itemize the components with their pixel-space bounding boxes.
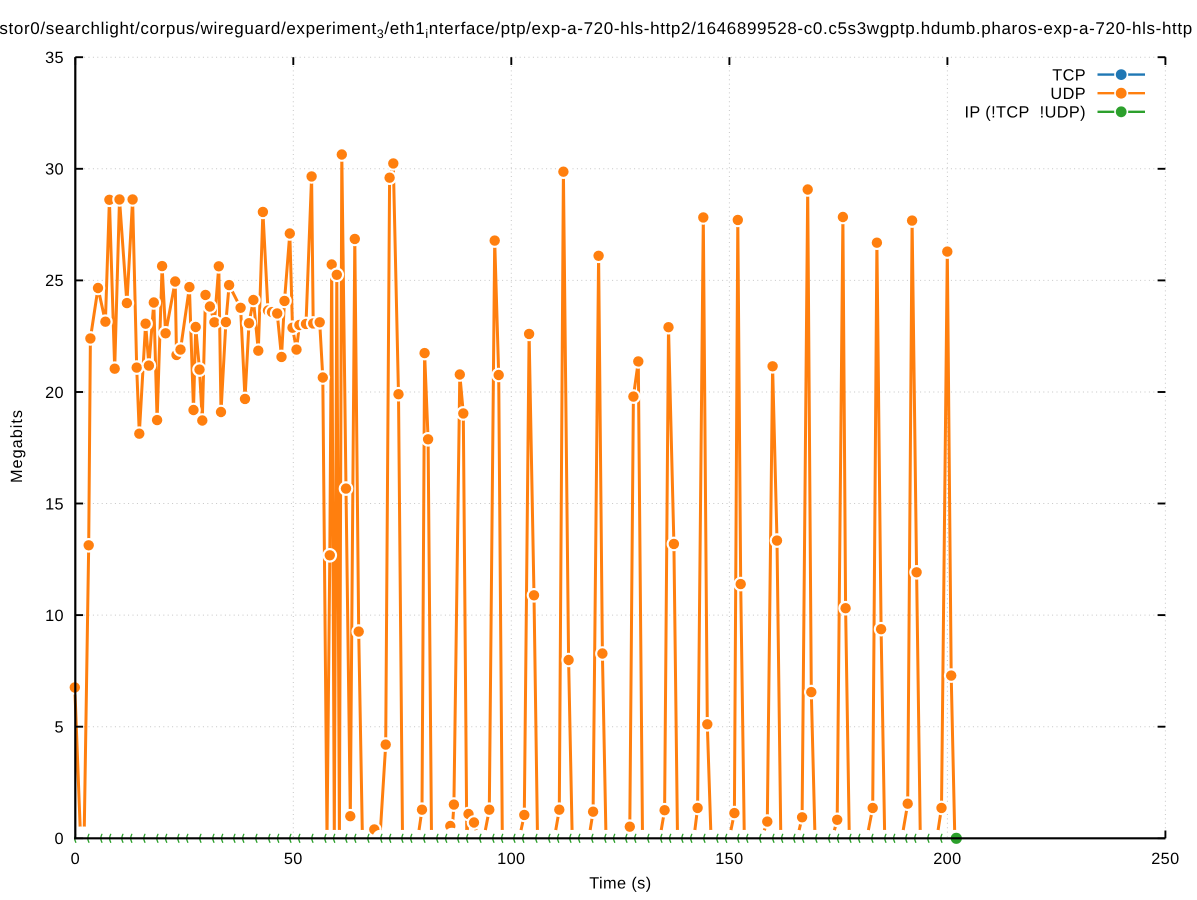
svg-text:25: 25 bbox=[45, 272, 64, 290]
svg-text:TCP: TCP bbox=[1052, 66, 1086, 84]
svg-text:IP (!TCP !UDP): IP (!TCP !UDP) bbox=[965, 104, 1087, 122]
svg-text:30: 30 bbox=[45, 161, 64, 179]
svg-text:/stor0/searchlight/corpus/wire: /stor0/searchlight/corpus/wireguard/expe… bbox=[0, 19, 1193, 41]
svg-text:50: 50 bbox=[284, 850, 303, 868]
svg-text:20: 20 bbox=[45, 384, 64, 402]
svg-text:150: 150 bbox=[715, 850, 743, 868]
svg-text:Time (s): Time (s) bbox=[589, 875, 651, 893]
svg-text:10: 10 bbox=[45, 607, 64, 625]
svg-text:5: 5 bbox=[55, 719, 64, 737]
svg-text:250: 250 bbox=[1151, 850, 1179, 868]
svg-text:0: 0 bbox=[55, 830, 64, 848]
svg-text:0: 0 bbox=[71, 850, 80, 868]
svg-text:15: 15 bbox=[45, 495, 64, 513]
svg-text:Megabits: Megabits bbox=[8, 409, 26, 483]
svg-text:35: 35 bbox=[45, 49, 64, 67]
svg-text:200: 200 bbox=[933, 850, 961, 868]
svg-text:100: 100 bbox=[497, 850, 525, 868]
svg-text:UDP: UDP bbox=[1050, 85, 1086, 103]
